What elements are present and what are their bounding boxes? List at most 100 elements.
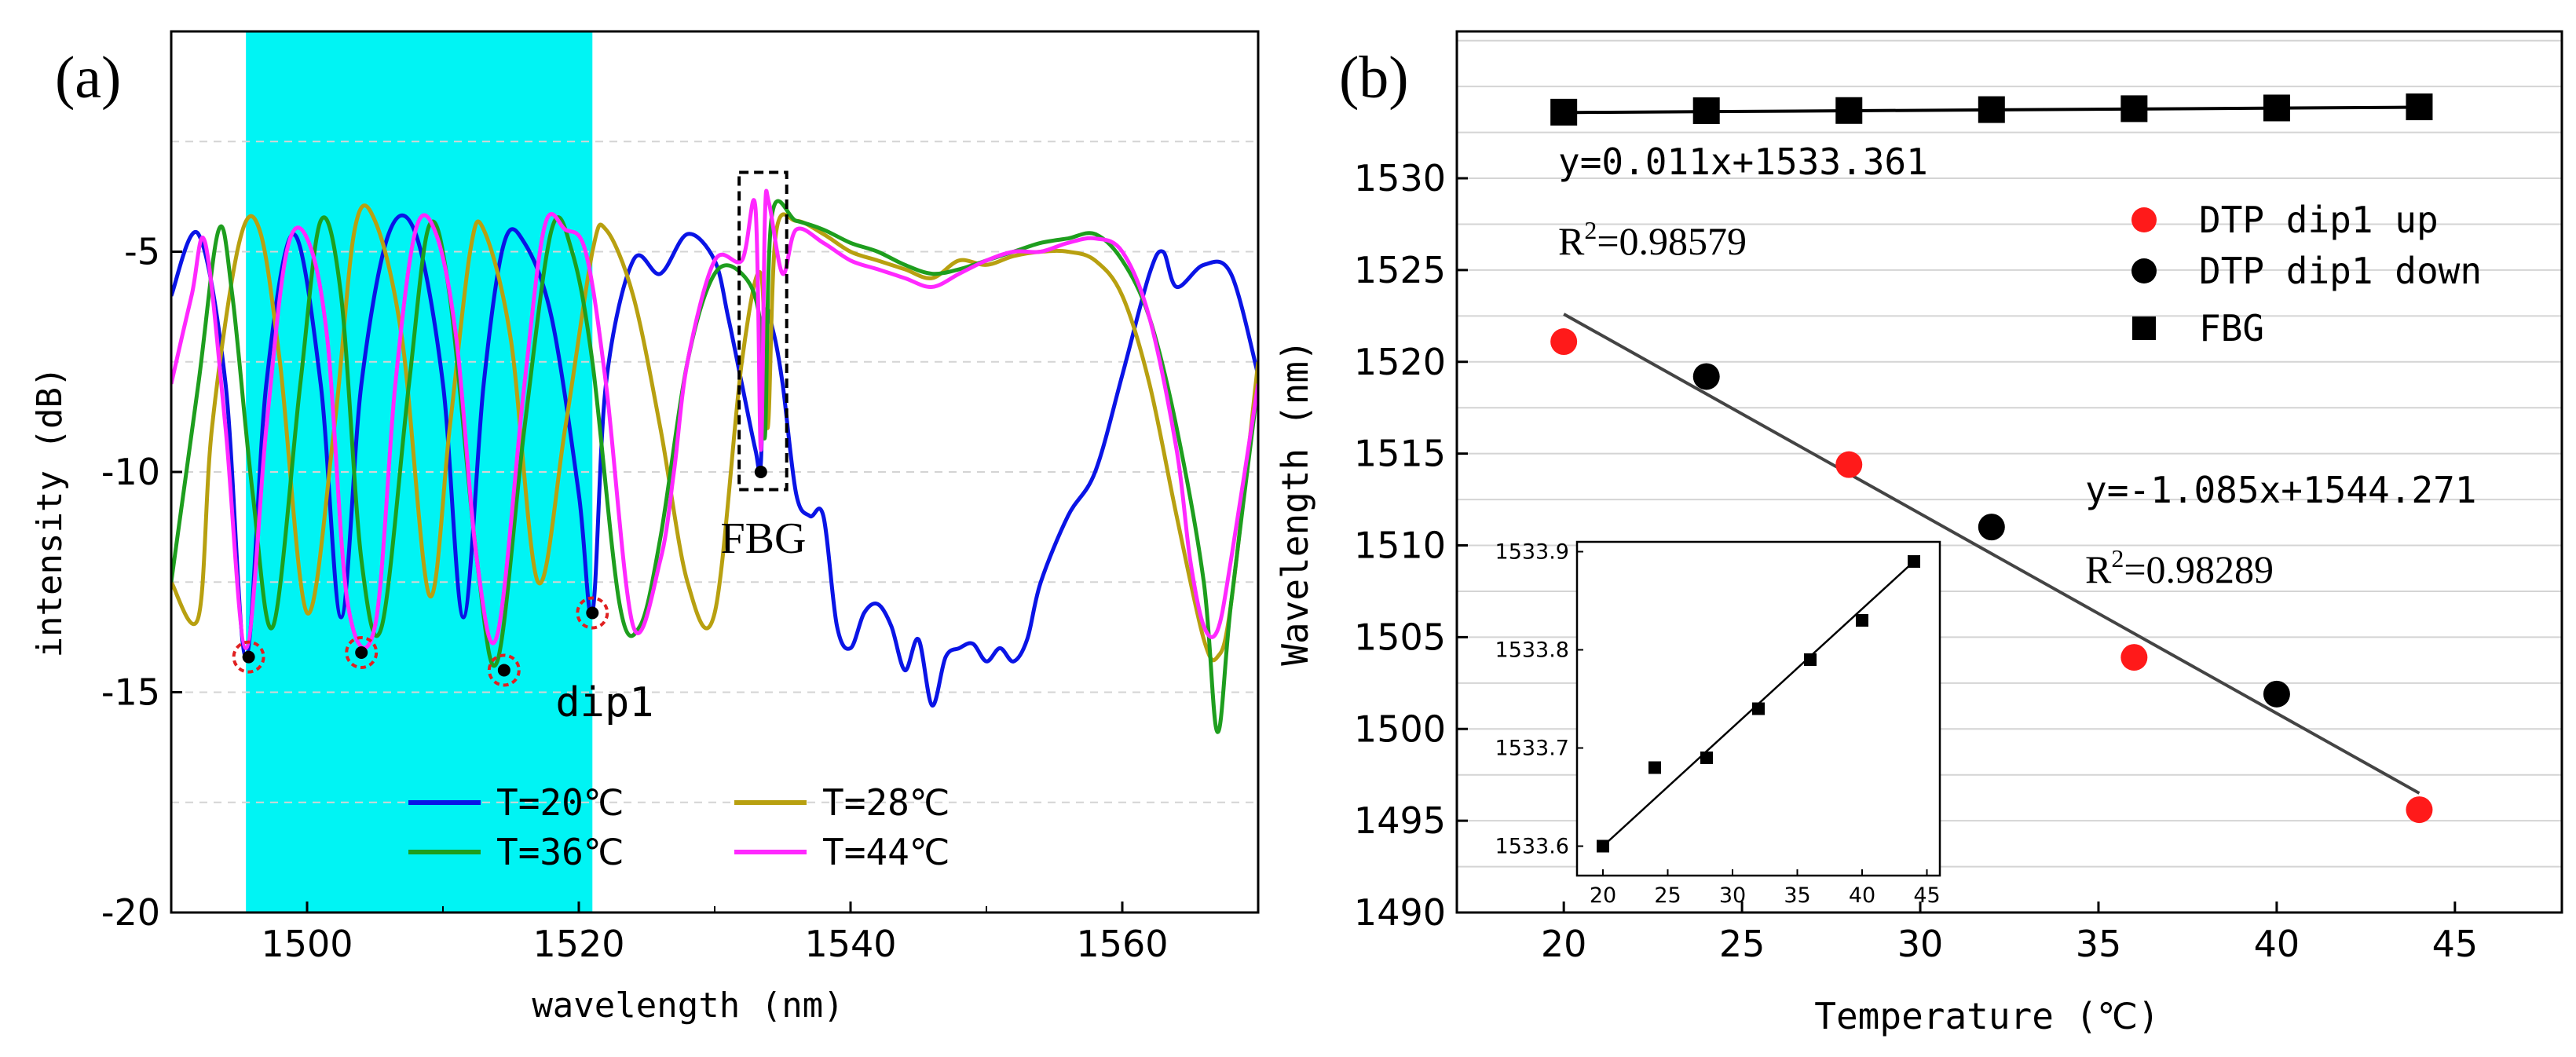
dip-point	[242, 650, 255, 664]
fbg-annotation: FBG	[721, 514, 807, 563]
legend: T=20℃ T=28℃ T=36℃ T=44℃	[408, 781, 950, 873]
data-point-black	[1978, 514, 2005, 541]
x-tick-label: 35	[2076, 923, 2122, 965]
y-axis-ticks: 1490 1495 1500 1505 1510 1515 1520 1525 1530	[1354, 157, 1468, 934]
x-tick-label: 30	[1897, 923, 1944, 965]
data-point-black	[2263, 680, 2290, 708]
plot-frame	[1455, 30, 2563, 914]
inset-x-tick-label: 45	[1913, 883, 1940, 908]
y-tick-label: 1515	[1354, 433, 1446, 475]
inset-y-tick-label: 1533.8	[1495, 638, 1569, 663]
data-point-red	[1550, 328, 1578, 356]
inset-y-tick-label: 1533.7	[1495, 737, 1569, 761]
dip-fit-r2-value: =0.98289	[2124, 547, 2274, 591]
spectrum-lines	[171, 188, 1258, 734]
inset-point	[1597, 839, 1609, 853]
fbg-point	[1835, 97, 1863, 124]
y-tick-label: 1520	[1354, 341, 1446, 383]
fbg-point	[1550, 98, 1578, 126]
legend-dot	[2131, 258, 2157, 283]
data-point-black	[1692, 363, 1720, 390]
y-tick-label: 1505	[1354, 616, 1446, 658]
x-tick-label: 45	[2432, 923, 2479, 965]
fit-line	[1563, 313, 2420, 795]
panel-label: (b)	[1339, 45, 1409, 111]
y-axis-ticks: -5 -10 -15 -20	[101, 231, 182, 934]
inset-point	[1804, 653, 1817, 666]
y-tick-label: 1495	[1354, 799, 1446, 842]
y-tick-label: 1530	[1354, 157, 1446, 199]
inset-x-tick-label: 40	[1849, 883, 1875, 908]
legend-dot	[2131, 207, 2157, 232]
y-tick-label: 1500	[1354, 708, 1446, 750]
x-tick-label: 1520	[532, 923, 624, 965]
dip-fit-equation: y=-1.085x+1544.271	[2085, 469, 2477, 511]
data-point-red	[1835, 451, 1863, 478]
dip-ring	[487, 653, 521, 687]
legend-label: T=20℃	[496, 781, 624, 824]
series-line-2	[171, 203, 1258, 663]
legend-label: DTP dip1 up	[2199, 199, 2439, 241]
y-tick-label: -10	[101, 451, 160, 493]
y-axis-label: intensity (dB)	[30, 367, 70, 658]
inset-point	[1856, 614, 1868, 627]
x-axis-label: wavelength (nm)	[532, 986, 843, 1026]
series-line-1	[171, 214, 1258, 708]
x-axis-ticks: 20 25 30 35 40 45	[1541, 902, 2478, 965]
dip-markers	[232, 466, 767, 687]
inset-data-points	[1597, 555, 1920, 853]
panel-label: (a)	[55, 45, 121, 111]
dip-point	[586, 606, 599, 620]
inset-x-tick-label: 20	[1590, 883, 1616, 908]
inset-point	[1752, 702, 1765, 715]
legend-label: T=36℃	[496, 831, 624, 873]
legend-label: T=44℃	[822, 831, 950, 873]
fbg-point	[1692, 97, 1720, 124]
fbg-point	[1978, 96, 2005, 123]
inset-y-tick-label: 1533.6	[1495, 835, 1569, 859]
data-points	[1550, 93, 2433, 824]
x-tick-label: 1560	[1076, 923, 1168, 965]
inset-x-ticks: 20 25 30 35 40 45	[1590, 869, 1941, 908]
y-tick-label: -20	[101, 891, 160, 934]
fbg-point	[2120, 95, 2148, 123]
legend-square	[2132, 316, 2156, 340]
inset-y-tick-label: 1533.9	[1495, 540, 1569, 565]
y-tick-label: 1490	[1354, 891, 1446, 934]
legend-label: T=28℃	[822, 781, 950, 824]
inset-point	[1908, 555, 1920, 568]
fbg-point	[754, 466, 767, 478]
legend-label: DTP dip1 down	[2199, 250, 2482, 292]
x-tick-label: 1540	[804, 923, 896, 965]
y-axis-label: Wavelength (nm)	[1274, 339, 1316, 665]
fbg-point	[2406, 93, 2433, 121]
inset-x-tick-label: 30	[1719, 883, 1746, 908]
fbg-fit-r2-value: =0.98579	[1597, 219, 1747, 263]
y-tick-label: -15	[101, 671, 160, 714]
panel-a: 1500 1520 1540 1560 -5 -10 -15 -20 (a) wavelen…	[30, 30, 1260, 1026]
inset-point	[1648, 761, 1661, 774]
inset-x-tick-label: 35	[1784, 883, 1810, 908]
x-tick-label: 1500	[261, 923, 353, 965]
dip-ring	[232, 640, 265, 674]
dip-annotation: dip1	[555, 679, 653, 726]
y-tick-label: -5	[124, 231, 160, 273]
series-line-3	[171, 199, 1258, 734]
data-point-red	[2120, 644, 2148, 671]
inset-x-tick-label: 25	[1654, 883, 1681, 908]
x-tick-label: 20	[1541, 923, 1587, 965]
x-axis-label: Temperature (℃)	[1814, 995, 2159, 1037]
legend-label: FBG	[2199, 307, 2264, 349]
inset-y-ticks: 1533.6 1533.7 1533.8 1533.9	[1495, 540, 1583, 859]
x-tick-label: 25	[1719, 923, 1766, 965]
data-point-red	[2406, 796, 2433, 824]
series-line-4	[171, 188, 1258, 650]
fbg-fit-equation: y=0.011x+1533.361	[1558, 141, 1928, 183]
fbg-fit-r2: R2=0.98579	[1558, 216, 1747, 263]
fbg-point	[2263, 94, 2290, 122]
dip-point	[355, 646, 368, 660]
x-axis-ticks: 1500 1520 1540 1560	[170, 902, 1259, 965]
legend: DTP dip1 up DTP dip1 down FBG	[2131, 199, 2482, 349]
x-tick-label: 40	[2254, 923, 2300, 965]
